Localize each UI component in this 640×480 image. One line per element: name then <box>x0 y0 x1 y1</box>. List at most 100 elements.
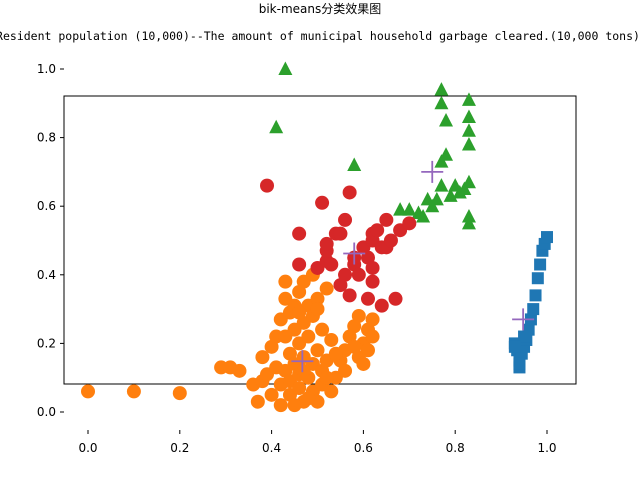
data-point <box>310 302 325 317</box>
data-point <box>301 329 316 344</box>
data-point <box>172 386 187 401</box>
data-point <box>81 384 95 399</box>
y-tick-label: 0.8 <box>37 131 56 145</box>
y-tick-label: 0.6 <box>37 199 56 213</box>
data-point <box>301 391 316 406</box>
data-point <box>536 244 549 257</box>
data-point <box>264 387 279 402</box>
data-point <box>338 212 353 227</box>
chart-title: bik-means分类效果图 <box>259 1 382 16</box>
data-point <box>461 174 476 189</box>
series-0 <box>508 231 553 374</box>
data-point <box>374 298 389 313</box>
data-point <box>356 356 371 371</box>
data-point <box>461 123 476 137</box>
data-point <box>360 343 375 358</box>
data-point <box>461 215 476 230</box>
data-point <box>402 216 417 231</box>
data-point <box>315 322 330 337</box>
data-point <box>365 260 380 275</box>
centroid-marker <box>291 350 314 373</box>
x-tick-label: 1.0 <box>537 441 556 455</box>
data-point <box>351 267 366 282</box>
data-point <box>434 95 449 110</box>
data-point <box>365 312 380 327</box>
data-point <box>338 267 353 282</box>
data-point <box>292 257 307 272</box>
data-point <box>347 157 362 172</box>
x-tick-label: 0.4 <box>262 441 281 455</box>
data-point <box>319 236 334 251</box>
data-point <box>443 188 458 202</box>
data-point <box>351 308 366 323</box>
data-point <box>434 154 449 168</box>
data-point <box>370 223 385 238</box>
x-tick-label: 0.2 <box>170 441 189 455</box>
data-point <box>439 147 454 161</box>
data-point <box>383 233 398 248</box>
data-point <box>296 363 311 378</box>
data-point <box>518 330 531 343</box>
axes-frame <box>63 95 577 385</box>
data-point <box>324 257 339 272</box>
plot-area <box>63 61 577 413</box>
data-point <box>508 340 521 353</box>
y-tick-label: 0.4 <box>37 268 56 282</box>
y-axis-ticks: 0.0 0.2 0.4 0.6 0.8 1.0 <box>37 62 64 419</box>
data-point <box>365 274 380 289</box>
data-point <box>287 398 302 413</box>
data-point <box>461 109 476 124</box>
data-point <box>439 112 454 127</box>
data-point <box>292 380 307 395</box>
x-tick-label: 0.0 <box>78 441 97 455</box>
data-point <box>250 394 265 409</box>
data-point <box>342 185 357 200</box>
data-point <box>531 272 544 285</box>
data-point <box>534 258 547 271</box>
data-point <box>232 363 247 378</box>
data-point <box>260 178 275 193</box>
data-point <box>278 329 293 344</box>
data-point <box>319 281 334 296</box>
centroid-marker <box>512 308 535 331</box>
data-point <box>541 231 553 244</box>
data-point <box>278 274 293 289</box>
data-point <box>324 384 339 399</box>
data-point <box>527 303 540 316</box>
data-point <box>292 305 307 320</box>
centroid-layer <box>291 160 535 373</box>
data-point <box>126 384 141 399</box>
chart-subtitle: Resident population (10,000)--The amount… <box>0 29 640 43</box>
data-point <box>425 198 440 213</box>
data-point <box>365 329 380 344</box>
data-point <box>434 178 449 192</box>
x-axis-ticks: 0.0 0.2 0.4 0.6 0.8 1.0 <box>78 430 557 455</box>
data-point <box>529 289 542 302</box>
data-point <box>434 82 449 96</box>
series-layer <box>81 61 553 413</box>
data-point <box>278 61 293 75</box>
data-point <box>342 288 357 303</box>
y-tick-label: 0.0 <box>37 405 56 419</box>
data-point <box>255 350 270 365</box>
data-point <box>338 363 353 378</box>
data-point <box>315 195 330 210</box>
data-point <box>402 202 417 216</box>
data-point <box>461 92 476 106</box>
data-point <box>319 370 334 385</box>
data-point <box>273 398 288 413</box>
data-point <box>292 226 307 241</box>
data-point <box>360 291 375 306</box>
data-point <box>461 136 476 151</box>
data-point <box>333 226 348 241</box>
y-tick-label: 1.0 <box>37 62 56 76</box>
data-point <box>513 357 526 370</box>
data-point <box>269 119 284 134</box>
data-point <box>328 346 343 361</box>
data-point <box>429 191 444 206</box>
x-tick-label: 0.6 <box>354 441 373 455</box>
data-point <box>388 291 403 306</box>
series-2 <box>269 61 476 230</box>
data-point <box>393 202 408 216</box>
